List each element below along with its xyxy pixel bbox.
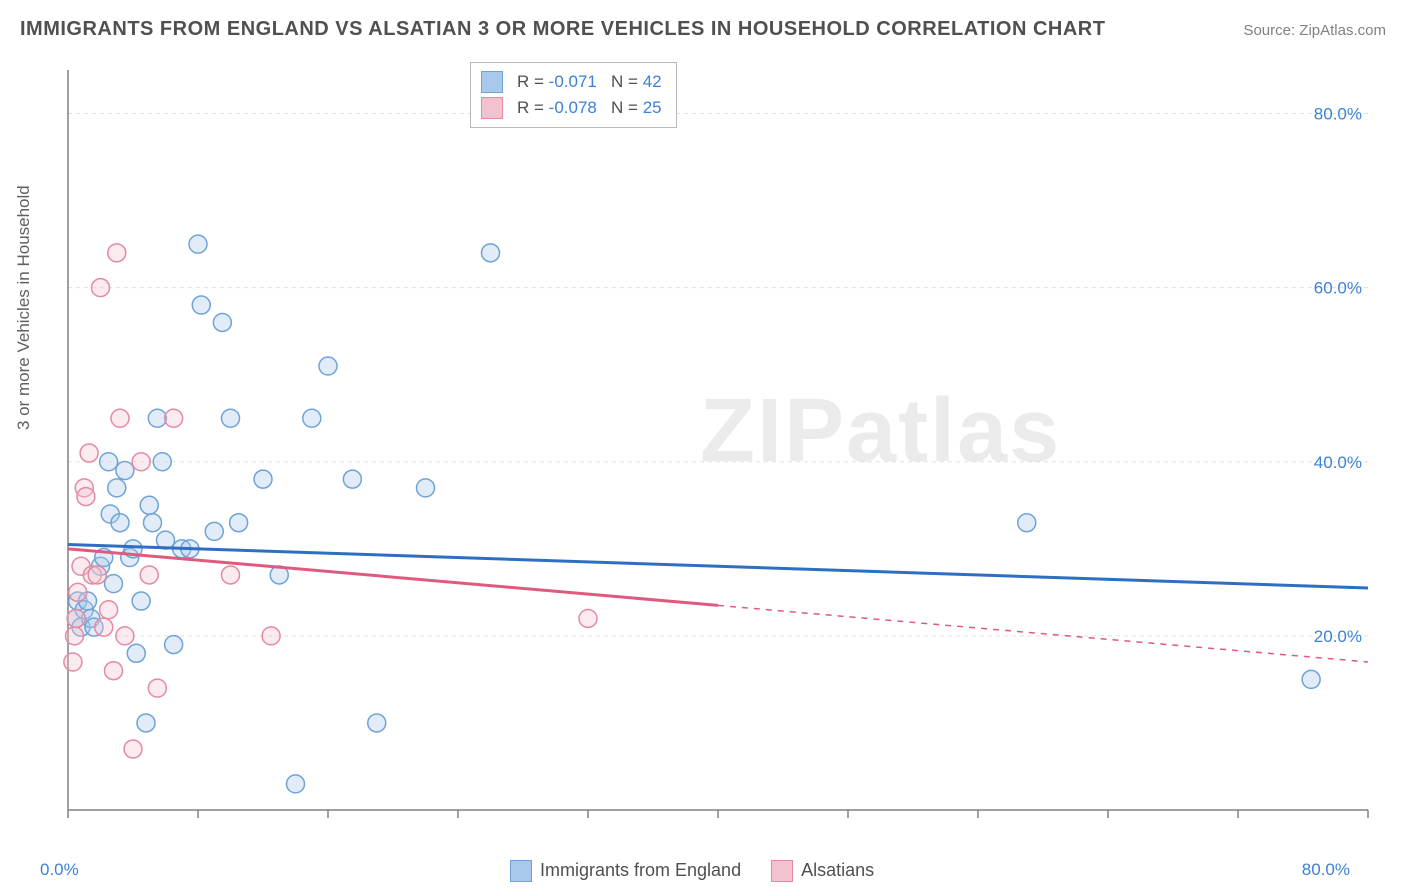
legend-item: Immigrants from England: [510, 860, 741, 882]
chart-title: IMMIGRANTS FROM ENGLAND VS ALSATIAN 3 OR…: [20, 18, 1105, 41]
series-legend: Immigrants from England Alsatians: [510, 860, 874, 882]
scatter-plot: 20.0% 40.0% 60.0% 80.0%: [50, 58, 1386, 828]
legend-label: Immigrants from England: [540, 860, 741, 880]
legend-label: Alsatians: [801, 860, 874, 880]
svg-text:20.0%: 20.0%: [1314, 627, 1362, 646]
y-axis-label: 3 or more Vehicles in Household: [14, 185, 34, 430]
legend-swatch: [510, 860, 532, 882]
legend-row: R = -0.078 N = 25: [481, 95, 662, 121]
plot-svg: 20.0% 40.0% 60.0% 80.0%: [50, 58, 1386, 828]
x-axis-label-min: 0.0%: [40, 860, 79, 880]
x-axis-label-max: 80.0%: [1302, 860, 1350, 880]
legend-swatch: [481, 71, 503, 93]
source-label: Source: ZipAtlas.com: [1243, 22, 1386, 39]
legend-item: Alsatians: [771, 860, 874, 882]
correlation-legend: R = -0.071 N = 42R = -0.078 N = 25: [470, 62, 677, 128]
svg-text:80.0%: 80.0%: [1314, 105, 1362, 124]
legend-swatch: [771, 860, 793, 882]
legend-row: R = -0.071 N = 42: [481, 69, 662, 95]
legend-swatch: [481, 97, 503, 119]
svg-text:40.0%: 40.0%: [1314, 453, 1362, 472]
svg-text:60.0%: 60.0%: [1314, 279, 1362, 298]
